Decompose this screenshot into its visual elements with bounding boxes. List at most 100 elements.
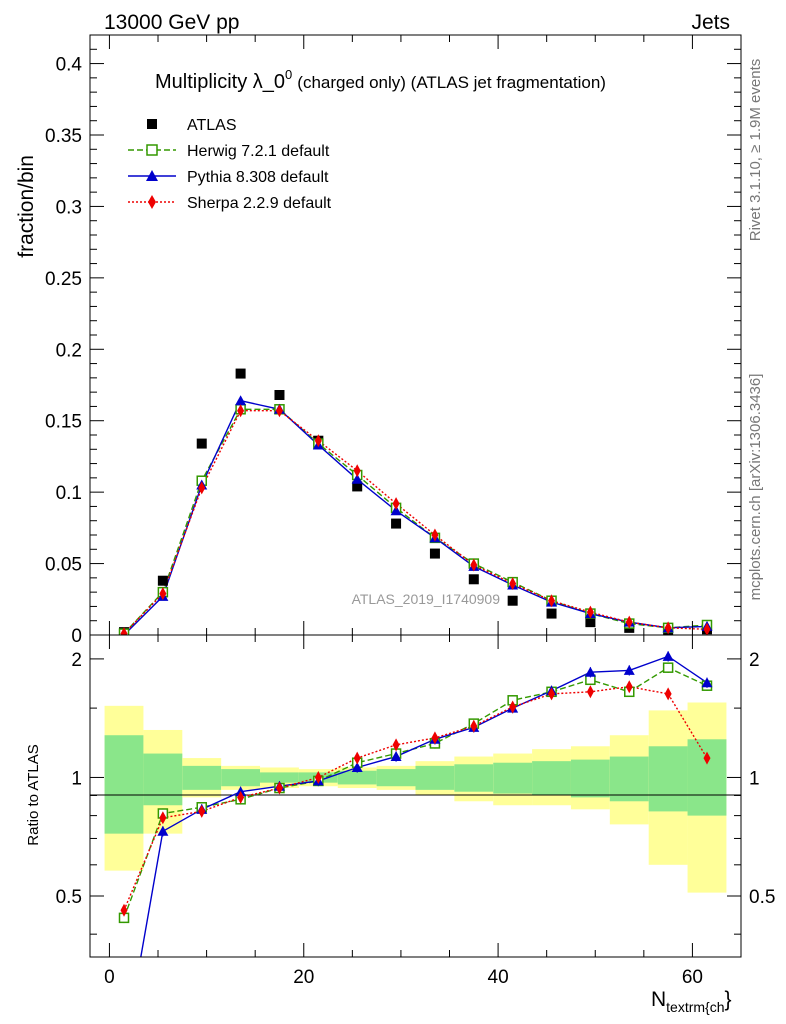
- ratio-tick-label-right: 1: [749, 768, 760, 789]
- point-square: [352, 481, 363, 492]
- ratio-point-triangle: [623, 664, 635, 675]
- ratio-point-diamond: [353, 751, 361, 765]
- ratio-point-diamond: [275, 781, 283, 795]
- point-triangle: [351, 473, 363, 484]
- y-tick-label: 0.15: [45, 412, 82, 433]
- chart-title-rest: (charged only) (ATLAS jet fragmentation): [297, 73, 606, 92]
- x-axis-label-end: }: [725, 988, 732, 1011]
- point-triangle: [235, 395, 247, 406]
- upper-plot-content: [118, 368, 713, 635]
- chart-title-main: Multiplicity λ_0: [155, 71, 285, 93]
- point-triangle: [390, 505, 402, 516]
- ratio-point-diamond: [470, 719, 478, 733]
- lower-ticks: 0 20 40 60 0.5 0.5 1 1 2 2: [56, 635, 775, 988]
- legend-marker-diamond: [148, 195, 156, 209]
- ratio-point-triangle: [584, 666, 596, 677]
- header-right: Jets: [691, 11, 730, 34]
- band-inner: [609, 756, 649, 802]
- ratio-point-diamond: [664, 687, 672, 701]
- point-square: [157, 575, 168, 586]
- point-diamond: [470, 558, 478, 572]
- band-inner: [221, 769, 261, 787]
- point-diamond: [198, 481, 206, 495]
- lower-ylabel: Ratio to ATLAS: [25, 744, 42, 845]
- point-square: [196, 438, 207, 449]
- upper-ylabel: fraction/bin: [15, 155, 38, 258]
- point-square: [235, 368, 246, 379]
- ratio-line-triangle: [140, 655, 708, 957]
- band-inner: [260, 772, 299, 783]
- upper-panel: 0 0.05 0.1 0.15 0.2 0.25 0.3 0.35 0.4 fraction/b…: [15, 34, 742, 647]
- ratio-point-diamond: [237, 790, 245, 804]
- ratio-tick-label-right: 2: [749, 650, 760, 671]
- ratio-point-diamond: [625, 680, 633, 694]
- ratio-point-diamond: [120, 903, 128, 917]
- point-square: [546, 608, 557, 619]
- point-square: [507, 595, 518, 606]
- chart-title: Multiplicity λ_00 (charged only) (ATLAS j…: [155, 67, 606, 93]
- legend-label: ATLAS: [187, 117, 237, 134]
- y-tick-label: 0.05: [45, 555, 82, 576]
- legend-label: Sherpa 2.2.9 default: [187, 195, 332, 212]
- ratio-point-triangle: [390, 751, 402, 762]
- ratio-point-diamond: [159, 811, 167, 825]
- point-square: [429, 548, 440, 559]
- band-inner: [532, 761, 571, 796]
- x-tick-label: 0: [104, 967, 115, 988]
- ratio-line-diamond: [123, 685, 708, 911]
- y-tick-label: 0: [71, 626, 82, 647]
- band-inner: [454, 764, 494, 792]
- legend-marker-square: [147, 119, 157, 129]
- ratio-tick-label: 1: [71, 768, 82, 789]
- point-diamond: [703, 622, 711, 635]
- ratio-tick-label: 0.5: [56, 887, 82, 908]
- y-tick-label: 0.25: [45, 269, 82, 290]
- x-axis-label-main: N: [651, 988, 666, 1011]
- point-diamond: [509, 577, 517, 591]
- series-line-open-square: [123, 408, 708, 635]
- y-tick-label: 0.1: [56, 483, 82, 504]
- point-diamond: [120, 627, 128, 635]
- ratio-tick-label-right: 0.5: [749, 887, 775, 908]
- point-diamond: [314, 434, 322, 448]
- ratio-point-triangle: [351, 761, 363, 772]
- x-axis-label: Ntextrm{ch}: [651, 988, 732, 1015]
- band-inner: [143, 753, 183, 806]
- band-inner: [415, 765, 455, 790]
- chart-title-sup: 0: [285, 67, 292, 82]
- band-inner: [493, 762, 533, 794]
- point-diamond: [625, 615, 633, 629]
- ratio-point-diamond: [586, 685, 594, 699]
- side-label-top: Rivet 3.1.10, ≥ 1.9M events: [747, 59, 764, 242]
- side-label-bottom: mcplots.cern.ch [arXiv:1306.3436]: [747, 374, 764, 601]
- legend-label: Pythia 8.308 default: [187, 169, 329, 186]
- ratio-point-open-square: [662, 662, 674, 673]
- ratio-point-diamond: [548, 687, 556, 701]
- band-inner: [337, 770, 377, 785]
- point-square: [585, 617, 596, 628]
- lower-frame: [89, 634, 742, 958]
- ratio-bands: [104, 702, 727, 893]
- band-inner: [570, 759, 610, 798]
- watermark: ATLAS_2019_I1740909: [352, 591, 501, 607]
- point-square: [468, 574, 479, 585]
- ratio-point-diamond: [509, 700, 517, 714]
- legend-label: Herwig 7.2.1 default: [187, 143, 330, 160]
- y-tick-label: 0.35: [45, 126, 82, 147]
- upper-ticks: 0 0.05 0.1 0.15 0.2 0.25 0.3 0.35 0.4: [45, 35, 741, 647]
- band-inner: [687, 739, 727, 816]
- point-square: [274, 390, 285, 400]
- ratio-point-diamond: [198, 804, 206, 818]
- point-diamond: [159, 587, 167, 601]
- ratio-point-triangle: [701, 677, 713, 688]
- ratio-point-diamond: [392, 738, 400, 752]
- ratio-point-triangle: [662, 650, 674, 661]
- x-axis-label-sub: textrm{ch: [666, 999, 724, 1015]
- y-tick-label: 0.4: [56, 55, 83, 76]
- legend: ATLAS Herwig 7.2.1 default Pythia 8.308 de…: [128, 117, 332, 212]
- x-tick-label: 40: [488, 967, 509, 988]
- ratio-point-diamond: [314, 770, 322, 784]
- point-diamond: [353, 464, 361, 478]
- x-tick-label: 20: [293, 967, 314, 988]
